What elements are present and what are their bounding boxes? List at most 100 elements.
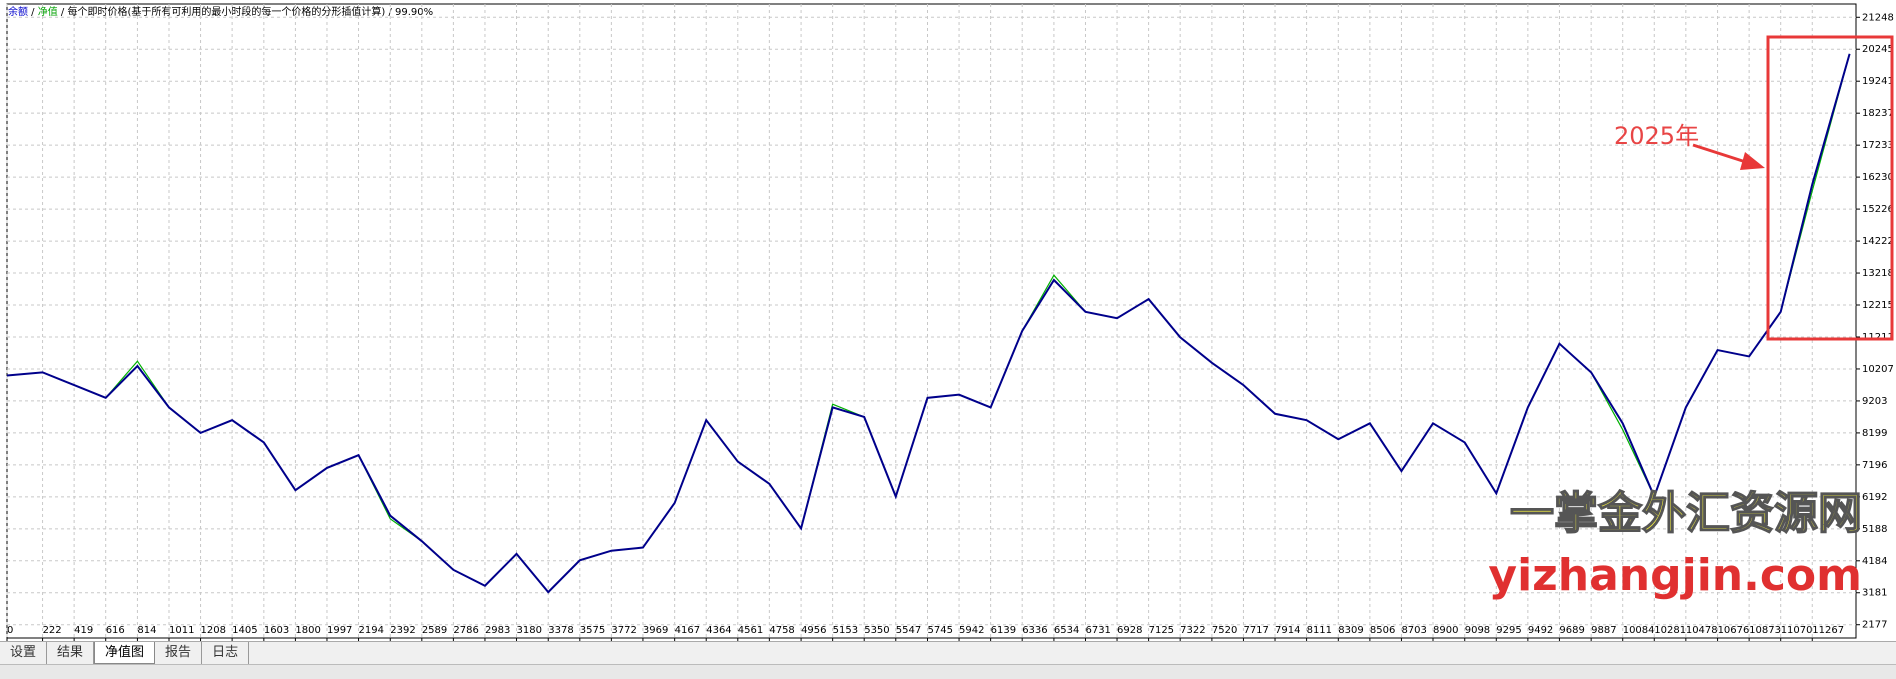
x-tick-label: 8703: [1401, 625, 1426, 636]
tab[interactable]: 报告: [155, 642, 203, 664]
x-tick-label: 7914: [1275, 625, 1300, 636]
tab[interactable]: 日志: [202, 642, 250, 664]
y-tick-label: 2177: [1862, 620, 1887, 631]
x-tick-label: 5942: [959, 625, 984, 636]
x-tick-label: 9689: [1559, 625, 1584, 636]
quality: 99.90%: [395, 7, 433, 18]
x-tick-label: 10281: [1654, 625, 1686, 636]
tab[interactable]: 设置: [0, 642, 48, 664]
y-tick-label: 11211: [1862, 332, 1894, 343]
x-tick-label: 7125: [1149, 625, 1174, 636]
y-tick-label: 15226: [1862, 204, 1894, 215]
x-tick-label: 8309: [1338, 625, 1363, 636]
status-bar: [0, 664, 1896, 679]
x-tick-label: 8111: [1307, 625, 1332, 636]
x-tick-label: 2786: [453, 625, 478, 636]
x-tick-label: 4364: [706, 625, 731, 636]
x-tick-label: 5153: [833, 625, 858, 636]
y-tick-label: 12215: [1862, 300, 1894, 311]
x-tick-label: 9295: [1496, 625, 1521, 636]
x-tick-label: 814: [137, 625, 156, 636]
x-tick-label: 3180: [517, 625, 542, 636]
tab[interactable]: 净值图: [94, 642, 156, 664]
x-tick-label: 10084: [1623, 625, 1655, 636]
x-tick-label: 9887: [1591, 625, 1616, 636]
x-tick-label: 1997: [327, 625, 352, 636]
x-tick-label: 616: [106, 625, 125, 636]
x-tick-label: 9098: [1465, 625, 1490, 636]
plot-frame: [6, 3, 1857, 639]
x-tick-label: 10676: [1718, 625, 1750, 636]
y-tick-label: 20245: [1862, 44, 1894, 55]
x-tick-label: 6928: [1117, 625, 1142, 636]
x-tick-label: 7717: [1243, 625, 1268, 636]
y-tick-label: 5188: [1862, 524, 1887, 535]
watermark-cn: 一掌金外汇资源网: [1510, 488, 1862, 539]
x-tick-label: 11070: [1781, 625, 1813, 636]
mode: 每个即时价格(基于所有可利用的最小时段的每一个价格的分形插值计算): [67, 5, 385, 18]
arrow-shaft: [1692, 143, 1753, 166]
x-tick-label: 6534: [1054, 625, 1079, 636]
y-tick-label: 6192: [1862, 492, 1887, 503]
y-tick-label: 16230: [1862, 172, 1894, 183]
y-tick-label: 21248: [1862, 12, 1894, 23]
x-tick-label: 3969: [643, 625, 668, 636]
y-tick-label: 10207: [1862, 364, 1894, 375]
x-tick-label: 222: [43, 625, 62, 636]
x-tick-label: 2589: [422, 625, 447, 636]
x-tick-label: 1800: [295, 625, 320, 636]
y-tick-label: 4184: [1862, 556, 1887, 567]
y-tick-label: 19241: [1862, 76, 1894, 87]
x-tick-label: 0: [7, 625, 13, 636]
x-tick-label: 419: [74, 625, 93, 636]
legend-balance: 余额: [8, 5, 28, 18]
x-tick-label: 3378: [548, 625, 573, 636]
x-tick-label: 4956: [801, 625, 826, 636]
x-tick-label: 10873: [1749, 625, 1781, 636]
x-tick-label: 4758: [769, 625, 794, 636]
highlight-box: [1766, 35, 1894, 341]
x-tick-label: 8900: [1433, 625, 1458, 636]
x-tick-label: 7322: [1180, 625, 1205, 636]
watermark-url: yizhangjin.com: [1488, 550, 1862, 601]
x-tick-label: 6336: [1022, 625, 1047, 636]
x-tick-label: 7520: [1212, 625, 1237, 636]
x-tick-label: 1603: [264, 625, 289, 636]
x-tick-label: 2194: [359, 625, 384, 636]
x-tick-label: 5745: [927, 625, 952, 636]
x-tick-label: 1208: [201, 625, 226, 636]
legend-equity: 净值: [38, 5, 58, 18]
x-tick-label: 5350: [864, 625, 889, 636]
x-tick-label: 5547: [896, 625, 921, 636]
y-tick-label: 17233: [1862, 140, 1894, 151]
y-tick-label: 9203: [1862, 396, 1887, 407]
x-tick-label: 11267: [1812, 625, 1844, 636]
x-tick-label: 6139: [991, 625, 1016, 636]
x-tick-label: 6731: [1085, 625, 1110, 636]
balance-line: [6, 53, 1851, 594]
x-tick-label: 4167: [675, 625, 700, 636]
x-tick-label: 3575: [580, 625, 605, 636]
y-tick-label: 3181: [1862, 588, 1887, 599]
annotation: 2025年: [1614, 122, 1699, 150]
x-tick-label: 9492: [1528, 625, 1553, 636]
arrow-head: [1740, 152, 1765, 170]
x-tick-label: 2983: [485, 625, 510, 636]
x-tick-label: 2392: [390, 625, 415, 636]
y-tick-label: 14222: [1862, 236, 1894, 247]
tab-bar: 设置 结果 净值图 报告 日志: [0, 641, 1896, 664]
x-tick-label: 4561: [738, 625, 763, 636]
chart-header: 余额 / 净值 / 每个即时价格(基于所有可利用的最小时段的每一个价格的分形插值…: [8, 5, 433, 18]
x-tick-label: 8506: [1370, 625, 1395, 636]
y-tick-label: 18237: [1862, 108, 1894, 119]
y-tick-label: 13218: [1862, 268, 1894, 279]
tab[interactable]: 结果: [47, 642, 95, 664]
x-tick-label: 1011: [169, 625, 194, 636]
y-tick-label: 8199: [1862, 428, 1887, 439]
x-tick-label: 10478: [1686, 625, 1718, 636]
x-tick-label: 1405: [232, 625, 257, 636]
y-tick-label: 7196: [1862, 460, 1887, 471]
x-tick-label: 3772: [611, 625, 636, 636]
chart: 余额 / 净值 / 每个即时价格(基于所有可利用的最小时段的每一个价格的分形插值…: [6, 3, 1894, 641]
